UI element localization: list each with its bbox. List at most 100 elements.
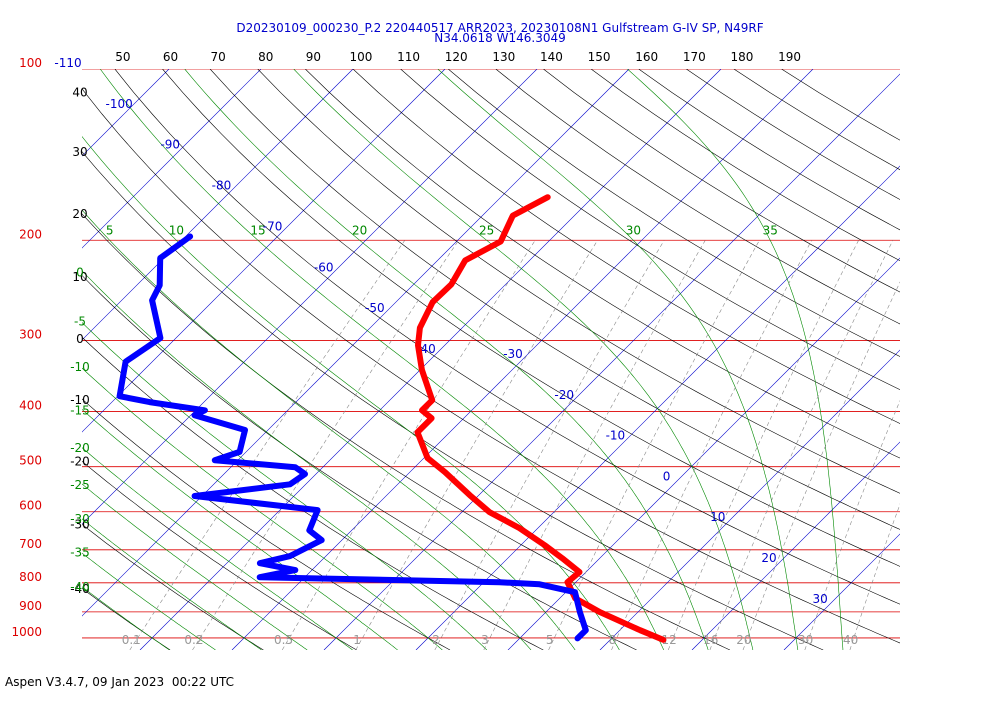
isotherm — [600, 69, 1000, 650]
dry-adiabat-label: 0 — [76, 332, 84, 346]
dry-adiabat-label: 170 — [683, 50, 706, 64]
mixing-ratio-label: 3 — [481, 633, 489, 647]
mixing-ratio-label: 0.2 — [184, 633, 203, 647]
mixing-ratio-label: 8 — [609, 633, 617, 647]
isotherm-label: -90 — [160, 138, 180, 152]
moist-adiabat — [0, 69, 398, 650]
footer: Aspen V3.4.7, 09 Jan 2023 00:22 UTC — [5, 675, 234, 689]
dry-adiabat — [591, 69, 1000, 650]
isotherm — [324, 69, 905, 650]
dry-adiabat — [448, 69, 1000, 650]
moist-adiabat-label: 30 — [626, 223, 641, 237]
dry-adiabat — [0, 69, 730, 650]
y-tick-label: 800 — [19, 570, 42, 584]
moist-adiabat-label: -40 — [70, 580, 90, 594]
isotherm — [140, 69, 721, 650]
moist-adiabat — [100, 69, 664, 650]
y-tick-label: 100 — [19, 56, 42, 70]
sounding-trace — [418, 197, 664, 640]
dry-adiabat — [210, 69, 1000, 650]
y-tick-label: 600 — [19, 499, 42, 513]
dry-adiabat — [67, 69, 916, 650]
isotherm-label: -100 — [106, 97, 133, 111]
moist-adiabat — [294, 69, 753, 650]
dry-adiabat-label: 50 — [115, 50, 130, 64]
isotherm-label: 20 — [761, 551, 776, 565]
mixing-ratio-label: 0.5 — [274, 633, 293, 647]
isotherm — [48, 69, 629, 650]
grid — [0, 69, 1000, 650]
dry-adiabat-label: 100 — [350, 50, 373, 64]
dry-adiabat — [639, 69, 1000, 650]
moist-adiabat-label: -30 — [70, 512, 90, 526]
moist-adiabat-label: 10 — [169, 223, 184, 237]
mixing-ratio-label: 20 — [736, 633, 751, 647]
moist-adiabat-label: -25 — [70, 478, 90, 492]
isotherm-label: -70 — [263, 219, 283, 233]
mixing-ratio-label: 40 — [843, 633, 858, 647]
moist-adiabat-label: -15 — [70, 403, 90, 417]
moist-adiabat-label: 35 — [763, 223, 778, 237]
mixing-ratio-line — [743, 240, 920, 650]
dry-adiabat — [115, 69, 1000, 650]
dry-adiabat-label: 70 — [210, 50, 225, 64]
y-tick-label: 1000 — [11, 625, 42, 639]
moist-adiabat-label: -10 — [70, 360, 90, 374]
dry-adiabat — [0, 69, 357, 650]
dry-adiabat-label: 80 — [258, 50, 273, 64]
moist-adiabat-label: -20 — [70, 441, 90, 455]
mixing-ratio-line — [193, 240, 459, 650]
isotherm — [692, 69, 1000, 650]
mixing-ratio-line — [668, 240, 858, 650]
isotherm-label: -30 — [503, 347, 523, 361]
dry-adiabat — [258, 69, 1000, 650]
dry-adiabat-label: 90 — [306, 50, 321, 64]
dry-adiabat — [305, 69, 1000, 650]
y-tick-label: 700 — [19, 537, 42, 551]
dry-adiabat-label: 130 — [492, 50, 515, 64]
moist-adiabat — [33, 69, 619, 650]
y-tick-label: 200 — [19, 227, 42, 241]
isotherm-label: -50 — [365, 301, 385, 315]
isotherm — [0, 69, 77, 650]
isotherm-label: 30 — [813, 592, 828, 606]
isotherm-label: 0 — [663, 469, 671, 483]
dry-adiabat — [0, 69, 450, 650]
y-tick-label: 900 — [19, 599, 42, 613]
moist-adiabat-label: 5 — [106, 223, 114, 237]
isotherm-label: -20 — [554, 388, 574, 402]
y-tick-label: 400 — [19, 399, 42, 413]
mixing-ratio-line — [805, 240, 971, 650]
moist-adiabat — [0, 69, 216, 650]
isotherm-label: -110 — [54, 56, 81, 70]
mixing-ratio-label: 30 — [798, 633, 813, 647]
dry-adiabat — [0, 69, 637, 650]
mixing-ratio-label: 2 — [432, 633, 440, 647]
isotherm — [0, 69, 445, 650]
isotherm-label: 10 — [710, 510, 725, 524]
dry-adiabat-label: 110 — [397, 50, 420, 64]
mixing-ratio-label: 5 — [546, 633, 554, 647]
isotherm-label: -80 — [212, 179, 232, 193]
dry-adiabat-label: 120 — [445, 50, 468, 64]
moist-adiabat-label: 25 — [479, 223, 494, 237]
dry-adiabat-label: 190 — [778, 50, 801, 64]
dry-adiabat-label: -20 — [70, 455, 90, 469]
y-tick-label: 300 — [19, 327, 42, 341]
dry-adiabat-label: 30 — [72, 145, 87, 159]
moist-adiabat-label: -35 — [70, 546, 90, 560]
moist-adiabat — [627, 69, 843, 650]
moist-adiabat — [438, 69, 798, 650]
moist-adiabat-label: 20 — [352, 223, 367, 237]
labels: 1002003004005006007008009001000-110-100-… — [11, 50, 858, 647]
mixing-ratio-line — [612, 240, 812, 650]
moist-adiabat-label: 0 — [76, 266, 84, 280]
chart-subtitle: N34.0618 W146.3049 — [434, 31, 566, 45]
moist-adiabat-label: -5 — [74, 315, 86, 329]
mixing-ratio-label: 16 — [703, 633, 718, 647]
isotherm — [508, 69, 1000, 650]
dry-adiabat-label: 180 — [730, 50, 753, 64]
moist-adiabat-label: 15 — [250, 223, 265, 237]
mixing-ratio-label: 1 — [353, 633, 361, 647]
